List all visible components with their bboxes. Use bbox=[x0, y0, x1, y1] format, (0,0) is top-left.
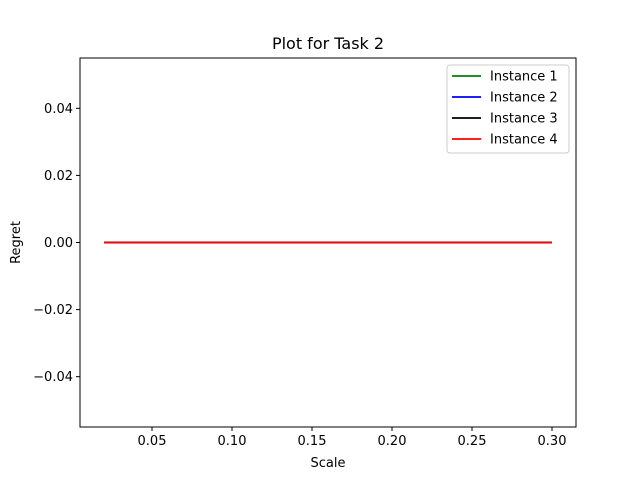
x-axis-label: Scale bbox=[311, 456, 346, 471]
y-tick-label: −0.04 bbox=[33, 370, 73, 385]
x-tick-label: 0.30 bbox=[538, 434, 567, 449]
legend-label-3: Instance 3 bbox=[490, 112, 558, 127]
legend: Instance 1 Instance 2 Instance 3 Instance 4 bbox=[446, 64, 570, 154]
legend-items: Instance 1 Instance 2 Instance 3 Instance 4 bbox=[452, 70, 558, 148]
x-tick-label: 0.20 bbox=[378, 434, 407, 449]
y-tick-label: 0.04 bbox=[44, 102, 73, 117]
y-tick-label: −0.02 bbox=[33, 303, 73, 318]
legend-label-1: Instance 1 bbox=[490, 70, 558, 85]
y-axis-label: Regret bbox=[9, 221, 24, 264]
x-tick-label: 0.05 bbox=[138, 434, 167, 449]
chart-title: Plot for Task 2 bbox=[272, 34, 384, 53]
x-axis-ticks: 0.05 0.10 0.15 0.20 0.25 0.30 bbox=[138, 427, 567, 449]
legend-label-4: Instance 4 bbox=[490, 133, 558, 148]
y-tick-label: 0.00 bbox=[44, 236, 73, 251]
x-tick-label: 0.10 bbox=[218, 434, 247, 449]
legend-label-2: Instance 2 bbox=[490, 91, 558, 106]
y-tick-label: 0.02 bbox=[44, 169, 73, 184]
x-tick-label: 0.25 bbox=[458, 434, 487, 449]
x-tick-label: 0.15 bbox=[298, 434, 327, 449]
y-axis-ticks: −0.04 −0.02 0.00 0.02 0.04 bbox=[33, 102, 80, 385]
legend-box bbox=[446, 64, 570, 154]
